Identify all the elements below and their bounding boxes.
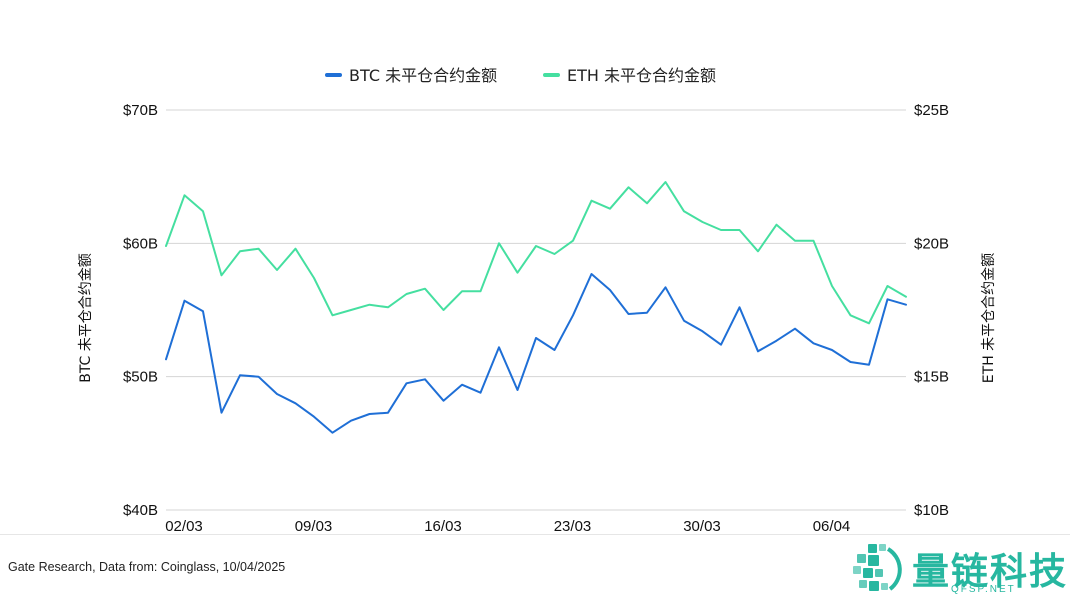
- logo-icon: [853, 544, 902, 591]
- legend-label: ETH 未平仓合约金额: [567, 66, 716, 85]
- right-axis-title: ETH 未平仓合约金额: [981, 253, 997, 383]
- right-tick-label: $10B: [914, 502, 949, 519]
- legend-label: BTC 未平仓合约金额: [349, 66, 497, 85]
- source-note: Gate Research, Data from: Coinglass, 10/…: [8, 560, 286, 574]
- x-tick-label: 23/03: [554, 518, 592, 535]
- btc-series-line: [165, 273, 907, 434]
- left-tick-label: $70B: [123, 102, 158, 119]
- left-axis-title: BTC 未平仓合约金额: [78, 253, 94, 383]
- logo-text: 量链科技: [912, 550, 1068, 593]
- left-tick-label: $50B: [123, 369, 158, 386]
- legend: BTC 未平仓合约金额 ETH 未平仓合约金额: [325, 66, 716, 85]
- grid: [166, 109, 906, 511]
- left-axis: $70B $60B $50B $40B: [123, 102, 158, 519]
- left-tick-label: $40B: [123, 502, 158, 519]
- series-layer: [165, 181, 907, 434]
- x-axis: 02/03 09/03 16/03 23/03 30/03 06/04: [165, 518, 850, 535]
- x-tick-label: 06/04: [813, 518, 851, 535]
- x-tick-label: 16/03: [424, 518, 462, 535]
- left-tick-label: $60B: [123, 235, 158, 252]
- brand-logo: 量链科技 QFSP.NET: [850, 541, 1068, 597]
- logo-subtext: QFSP.NET: [951, 584, 1016, 595]
- chart: BTC 未平仓合约金额 ETH 未平仓合约金额 $70B$60B$50B$40B …: [78, 66, 997, 535]
- right-tick-label: $25B: [914, 102, 949, 119]
- x-tick-label: 09/03: [295, 518, 333, 535]
- x-tick-label: 02/03: [165, 518, 203, 535]
- right-axis: $25B $20B $15B $10B: [914, 102, 949, 519]
- x-tick-label: 30/03: [683, 518, 721, 535]
- right-tick-label: $20B: [914, 235, 949, 252]
- eth-series-line: [165, 181, 907, 325]
- right-tick-label: $15B: [914, 369, 949, 386]
- footer-divider: [0, 534, 1070, 535]
